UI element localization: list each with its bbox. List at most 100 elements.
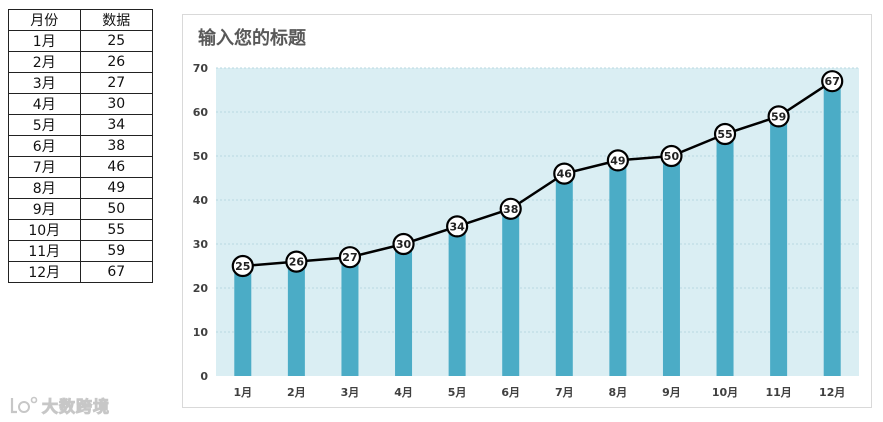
bar [234, 266, 252, 376]
data-label: 46 [557, 168, 573, 181]
table-row: 3月 27 [8, 72, 153, 94]
table-row: 9月 50 [8, 198, 153, 220]
cell-month: 2月 [8, 51, 81, 73]
y-tick-label: 0 [200, 370, 208, 383]
data-label: 30 [396, 238, 412, 251]
data-label: 50 [664, 150, 680, 163]
table-row: 8月 49 [8, 177, 153, 199]
cell-value: 38 [79, 135, 153, 157]
line-point [713, 122, 737, 146]
bar [609, 160, 627, 376]
data-label: 38 [503, 203, 518, 216]
cell-value: 30 [79, 93, 153, 115]
line-point [231, 254, 254, 278]
bar [448, 226, 466, 376]
cell-value: 55 [79, 219, 153, 241]
bar [341, 257, 359, 376]
data-label: 55 [717, 128, 732, 141]
table-body: 1月 25 2月 26 3月 27 4月 30 5月 34 6月 38 7月 46 8月 49 9月 50 10月 5… [8, 30, 153, 283]
line-point [606, 149, 629, 172]
cell-month: 12月 [8, 261, 81, 283]
data-label: 34 [449, 220, 465, 233]
line-point [767, 105, 790, 128]
line-markers: 25 26 27 30 34 38 46 49 50 55 59 67 [231, 70, 844, 278]
y-tick-label: 10 [193, 326, 209, 339]
x-tick-label: 1月 [233, 386, 252, 399]
chart-panel: 输入您的标题 0 10 20 30 40 50 60 70 25 26 27 30 34 38 46 49 5… [182, 14, 872, 408]
line-point [392, 232, 415, 256]
cell-month: 1月 [8, 30, 81, 52]
table-row: 12月 67 [8, 261, 153, 283]
chart-title: 输入您的标题 [198, 27, 307, 49]
x-tick-label: 12月 [819, 386, 845, 399]
line-point [553, 162, 576, 185]
data-label: 25 [235, 260, 250, 273]
x-tick-label: 8月 [609, 386, 628, 399]
line-point [446, 215, 469, 238]
ldz-logo-icon [10, 396, 38, 414]
table-row: 11月 59 [8, 240, 153, 262]
x-axis-ticks: 1月 2月 3月 4月 5月 6月 7月 8月 9月 10月 11月 12月 [233, 386, 845, 399]
data-label: 49 [610, 154, 625, 167]
x-tick-label: 2月 [287, 386, 306, 399]
bar [555, 173, 573, 376]
bar [770, 116, 788, 377]
line-point [338, 246, 362, 269]
table-row: 10月 55 [8, 219, 153, 241]
plot-area [216, 68, 859, 376]
y-tick-label: 40 [193, 194, 209, 207]
table-row: 5月 34 [8, 114, 153, 136]
y-tick-label: 70 [193, 62, 209, 75]
y-tick-label: 60 [193, 106, 209, 119]
table-header-row: 月份 数据 [8, 9, 153, 31]
bar [823, 81, 841, 376]
table-row: 1月 25 [8, 30, 153, 52]
x-tick-label: 6月 [501, 386, 520, 399]
bar [287, 261, 305, 376]
header-month: 月份 [8, 9, 81, 31]
cell-value: 26 [79, 51, 153, 73]
x-tick-label: 9月 [662, 386, 681, 399]
cell-month: 5月 [8, 114, 81, 136]
bar [502, 208, 520, 376]
data-label: 59 [771, 110, 786, 123]
bar [716, 134, 734, 376]
bar-series [234, 81, 841, 377]
table-row: 4月 30 [8, 93, 153, 115]
cell-month: 4月 [8, 93, 81, 115]
combo-chart: 输入您的标题 0 10 20 30 40 50 60 70 25 26 27 30 34 38 46 49 5… [193, 27, 859, 399]
header-value: 数据 [79, 9, 153, 31]
cell-month: 10月 [8, 219, 81, 241]
data-label: 26 [289, 256, 305, 269]
x-tick-label: 5月 [448, 386, 467, 399]
cell-month: 8月 [8, 177, 81, 199]
line-point [285, 250, 308, 273]
watermark-text: 大数跨境 [41, 397, 111, 417]
data-table: 月份 数据 1月 25 2月 26 3月 27 4月 30 5月 34 6月 38 7月 46 8月 49 9月… [8, 9, 153, 283]
y-axis-ticks: 0 10 20 30 40 50 60 70 [193, 62, 209, 383]
table-row: 6月 38 [8, 135, 153, 157]
line-point [660, 144, 683, 168]
watermark: 大数跨境 [8, 394, 111, 417]
data-label: 27 [342, 251, 357, 264]
x-tick-label: 4月 [394, 386, 413, 399]
grid-lines [216, 67, 859, 333]
cell-value: 46 [79, 156, 153, 178]
line-point [499, 197, 522, 220]
cell-month: 11月 [8, 240, 81, 262]
bar [662, 156, 680, 376]
cell-value: 25 [79, 30, 153, 52]
cell-month: 7月 [8, 156, 81, 178]
cell-value: 67 [79, 261, 153, 283]
cell-value: 59 [79, 240, 153, 262]
y-tick-label: 20 [193, 282, 209, 295]
x-tick-label: 10月 [712, 386, 738, 399]
table-row: 2月 26 [8, 51, 153, 73]
y-tick-label: 50 [193, 150, 209, 163]
data-label: 67 [825, 75, 840, 88]
x-tick-label: 11月 [765, 386, 791, 399]
cell-value: 50 [79, 198, 153, 220]
table-row: 7月 46 [8, 156, 153, 178]
cell-value: 27 [79, 72, 153, 94]
cell-value: 34 [79, 114, 153, 136]
